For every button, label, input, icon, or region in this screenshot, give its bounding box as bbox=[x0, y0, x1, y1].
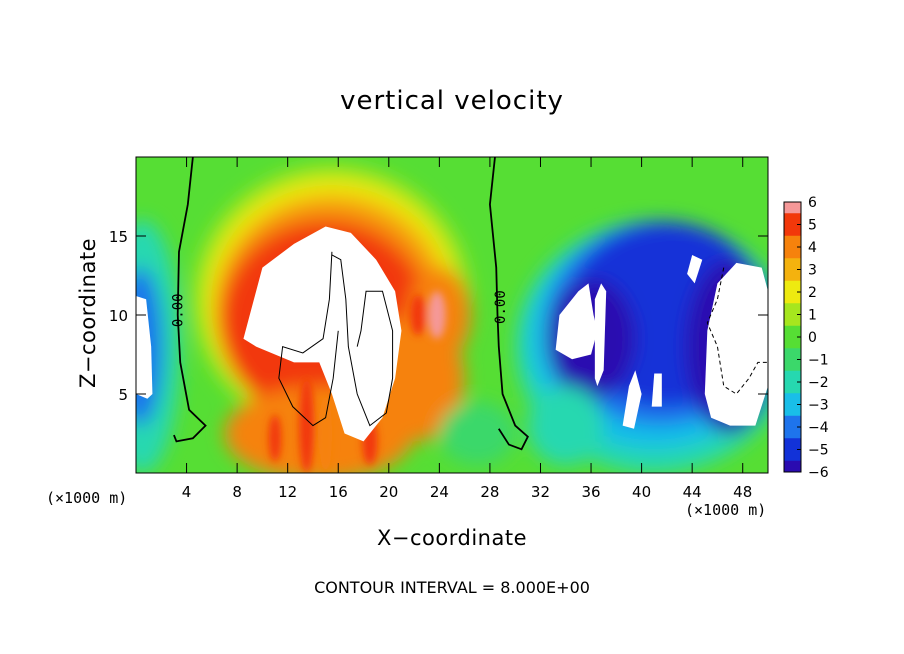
colorbar-segment-16 bbox=[784, 382, 801, 394]
colorbar-segment-22 bbox=[784, 449, 801, 462]
plume-4 bbox=[427, 291, 446, 339]
out-of-range-regions bbox=[136, 226, 768, 442]
colorbar-segment-6 bbox=[784, 269, 801, 282]
x-unit-label-right: (×1000 m) bbox=[685, 501, 767, 519]
chart-title: vertical velocity bbox=[340, 86, 564, 116]
contour-line-2 bbox=[331, 254, 394, 427]
x-tick-label-5: 24 bbox=[430, 483, 449, 501]
colorbar-label-10: −4 bbox=[808, 420, 829, 436]
contour-label-1: 0.00 bbox=[493, 290, 509, 324]
colorbar-segment-5 bbox=[784, 258, 801, 270]
colorbar-label-2: 4 bbox=[808, 240, 817, 256]
out-of-range-region-1 bbox=[555, 283, 598, 360]
colorbar-segment-3 bbox=[784, 235, 801, 248]
x-tick-label-0: 4 bbox=[182, 483, 192, 501]
zero-contours bbox=[173, 157, 768, 451]
y-tick-label-0: 5 bbox=[118, 386, 128, 404]
colorbar-label-12: −6 bbox=[808, 465, 829, 481]
y-axis-ticks: 5 10 15 bbox=[109, 228, 768, 404]
contour-line-3 bbox=[278, 251, 339, 427]
colorbar-segment-7 bbox=[784, 280, 801, 293]
x-tick-label-6: 28 bbox=[480, 483, 499, 501]
x-tick-label-8: 36 bbox=[581, 483, 600, 501]
colorbar-segment-12 bbox=[784, 337, 801, 349]
contour-line-0 bbox=[173, 157, 207, 443]
colorbar-segment-1 bbox=[784, 213, 801, 225]
colorbar-label-9: −3 bbox=[808, 398, 829, 414]
colorbar-label-11: −5 bbox=[808, 443, 829, 459]
x-tick-label-11: 48 bbox=[733, 483, 752, 501]
y-tick-label-1: 10 bbox=[109, 307, 128, 325]
colorbar-label-8: −2 bbox=[808, 375, 829, 391]
colorbar-segment-10 bbox=[784, 314, 801, 327]
x-axis-label: X−coordinate bbox=[377, 526, 527, 550]
colorbar-label-3: 3 bbox=[808, 263, 817, 279]
plume-5 bbox=[410, 294, 426, 336]
colorbar-segment-13 bbox=[784, 348, 801, 360]
field-blob-16 bbox=[527, 386, 604, 466]
colorbar-segment-4 bbox=[784, 247, 801, 259]
velocity-cores bbox=[268, 291, 446, 473]
colorbar-segment-9 bbox=[784, 303, 801, 315]
colorbar-segment-21 bbox=[784, 438, 801, 450]
plume-1 bbox=[319, 394, 332, 473]
x-axis-ticks: 4 8 12 16 20 24 28 32 36 40 44 48 bbox=[182, 157, 752, 501]
colorbar-segment-11 bbox=[784, 325, 801, 338]
y-tick-label-2: 15 bbox=[109, 228, 128, 246]
colorbar-segment-0 bbox=[784, 202, 801, 214]
x-tick-label-10: 44 bbox=[683, 483, 702, 501]
colorbar-segment-15 bbox=[784, 370, 801, 383]
x-tick-label-3: 16 bbox=[329, 483, 348, 501]
colorbar-label-0: 6 bbox=[808, 195, 817, 211]
contour-line-1 bbox=[489, 157, 529, 451]
y-axis-label-text: Z−coordinate bbox=[76, 238, 100, 388]
out-of-range-region-5 bbox=[136, 296, 153, 399]
colorbar-label-5: 1 bbox=[808, 308, 817, 324]
colorbar-label-6: 0 bbox=[808, 330, 817, 346]
colorbar-label-1: 5 bbox=[808, 218, 817, 234]
colorbar-label-7: −1 bbox=[808, 353, 829, 369]
field-blob-17 bbox=[439, 401, 516, 466]
x-tick-label-2: 12 bbox=[278, 483, 297, 501]
out-of-range-region-0 bbox=[243, 226, 402, 442]
plume-2 bbox=[268, 414, 282, 462]
contour-interval-note: CONTOUR INTERVAL = 8.000E+00 bbox=[314, 578, 590, 597]
contour-line-4 bbox=[706, 267, 768, 395]
colorbar-segment-20 bbox=[784, 427, 801, 439]
out-of-range-region-4 bbox=[704, 262, 768, 426]
colorbar: 6 5 4 3 2 1 0 −1 −2 −3 −4 −5 −6 bbox=[783, 195, 829, 481]
x-tick-label-1: 8 bbox=[232, 483, 242, 501]
x-tick-label-7: 32 bbox=[531, 483, 550, 501]
colorbar-segment-18 bbox=[784, 404, 801, 417]
colorbar-segment-19 bbox=[784, 415, 801, 428]
out-of-range-region-3 bbox=[687, 254, 703, 284]
plume-0 bbox=[299, 378, 315, 473]
out-of-range-region-6 bbox=[622, 370, 642, 429]
x-unit-label-left: (×1000 m) bbox=[46, 489, 128, 507]
x-tick-label-9: 40 bbox=[632, 483, 651, 501]
contour-labels: 0.00 0.00 bbox=[171, 290, 509, 327]
colorbar-label-4: 2 bbox=[808, 285, 817, 301]
out-of-range-region-2 bbox=[594, 283, 607, 387]
colorbar-segment-14 bbox=[784, 359, 801, 372]
colorbar-segment-17 bbox=[784, 393, 801, 405]
contour-label-0: 0.00 bbox=[171, 293, 187, 327]
x-tick-label-4: 20 bbox=[379, 483, 398, 501]
colorbar-segment-8 bbox=[784, 292, 801, 304]
out-of-range-region-7 bbox=[651, 373, 662, 407]
colorbar-segment-23 bbox=[784, 460, 801, 473]
colorbar-segment-2 bbox=[784, 224, 801, 237]
